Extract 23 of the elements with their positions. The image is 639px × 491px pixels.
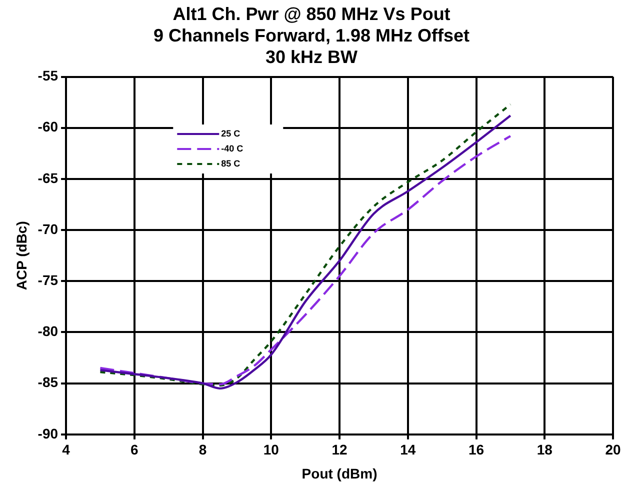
y-tick-label: -80 [38, 323, 58, 340]
legend-label: -40 C [221, 144, 244, 154]
y-tick-label: -60 [38, 118, 58, 135]
y-tick-label: -85 [38, 374, 58, 390]
y-tick-label: -65 [38, 170, 58, 186]
y-axis-title: ACP (dBc) [13, 221, 30, 290]
x-tick-label: 6 [130, 442, 139, 458]
chart-title: Alt1 Ch. Pwr @ 850 MHz Vs Pout 9 Channels Forward, 1.98 MHz Offset 30 kHz BW [153, 4, 470, 67]
x-tick-label: 20 [605, 442, 621, 458]
y-tick-label: -75 [38, 272, 58, 288]
legend-label: 85 C [221, 158, 241, 168]
x-tick-label: 18 [536, 442, 553, 458]
y-tick-label: -55 [38, 68, 58, 84]
x-tick-label: 10 [263, 442, 280, 458]
legend-label: 25 C [221, 128, 241, 138]
x-tick-label: 8 [198, 442, 207, 458]
x-tick-label: 16 [468, 442, 484, 458]
x-axis-title: Pout (dBm) [302, 465, 378, 482]
x-tick-label: 4 [62, 442, 70, 458]
x-tick-label: 12 [332, 442, 348, 458]
y-tick-label: -90 [38, 425, 58, 442]
x-tick-label: 14 [400, 442, 416, 458]
y-tick-label: -70 [38, 220, 58, 237]
